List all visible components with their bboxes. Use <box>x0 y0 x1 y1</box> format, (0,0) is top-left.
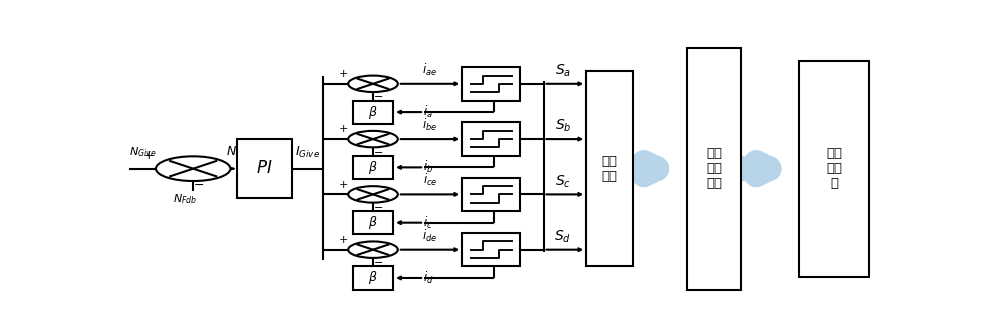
Text: $-$: $-$ <box>373 256 383 266</box>
Bar <box>687 48 741 290</box>
Circle shape <box>348 186 398 203</box>
Text: $N_{Give}$: $N_{Give}$ <box>129 145 156 159</box>
Text: $i_{ce}$: $i_{ce}$ <box>423 172 437 188</box>
Text: $i_d$: $i_d$ <box>423 270 433 286</box>
Text: 双凸
极电
机: 双凸 极电 机 <box>826 147 842 190</box>
Text: $-$: $-$ <box>373 201 383 211</box>
Text: $-$: $-$ <box>373 90 383 100</box>
Text: $i_c$: $i_c$ <box>423 215 433 231</box>
Text: $i_b$: $i_b$ <box>423 159 433 175</box>
Bar <box>462 233 520 267</box>
Text: $i_{be}$: $i_{be}$ <box>422 117 438 133</box>
Text: $PI$: $PI$ <box>256 160 273 177</box>
Text: $-$: $-$ <box>373 146 383 156</box>
Text: $S_d$: $S_d$ <box>554 228 571 245</box>
Text: +: + <box>339 179 348 189</box>
Text: $N_{Fdb}$: $N_{Fdb}$ <box>173 193 198 206</box>
Bar <box>462 122 520 156</box>
Bar <box>462 178 520 211</box>
Bar <box>237 139 292 198</box>
Text: $S_a$: $S_a$ <box>555 63 571 79</box>
Circle shape <box>348 241 398 258</box>
Circle shape <box>156 156 230 181</box>
Text: $\beta$: $\beta$ <box>368 104 378 121</box>
Text: $-$: $-$ <box>193 178 204 191</box>
Circle shape <box>348 75 398 92</box>
Text: $S_b$: $S_b$ <box>555 118 571 135</box>
Text: 驱动
电路: 驱动 电路 <box>601 155 617 183</box>
Text: $i_{ae}$: $i_{ae}$ <box>422 61 437 78</box>
Bar <box>799 61 869 277</box>
Bar <box>353 156 393 179</box>
Text: $I_{Give}$: $I_{Give}$ <box>295 144 320 160</box>
Text: +: + <box>339 235 348 245</box>
Text: $\beta$: $\beta$ <box>368 159 378 176</box>
Text: $N_e$: $N_e$ <box>226 144 242 160</box>
Bar <box>353 101 393 124</box>
Circle shape <box>348 131 398 147</box>
Text: 容错
型变
换器: 容错 型变 换器 <box>706 147 722 190</box>
Text: $\beta$: $\beta$ <box>368 270 378 287</box>
Text: $i_a$: $i_a$ <box>423 104 433 120</box>
Text: $S_c$: $S_c$ <box>555 173 571 190</box>
Text: +: + <box>339 69 348 79</box>
Text: +: + <box>339 124 348 134</box>
Text: $i_{de}$: $i_{de}$ <box>422 227 438 243</box>
Bar <box>353 211 393 234</box>
Bar <box>462 67 520 101</box>
Text: $\beta$: $\beta$ <box>368 214 378 231</box>
Bar <box>586 71 633 267</box>
Text: +: + <box>143 149 154 162</box>
Bar <box>353 267 393 290</box>
